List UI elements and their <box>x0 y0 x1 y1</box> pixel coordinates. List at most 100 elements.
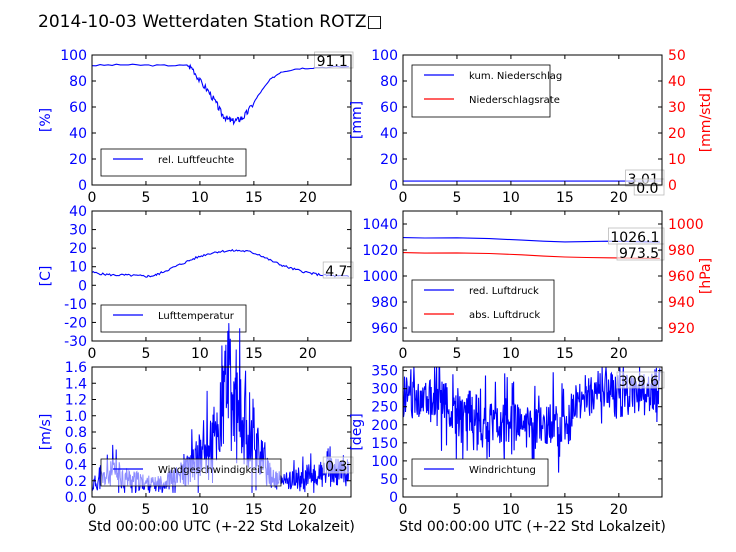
y-tick-right-label: 960 <box>668 269 695 285</box>
y-axis-label: [C] <box>38 266 54 287</box>
plot-frame <box>91 210 352 342</box>
y-tick-label: -20 <box>64 315 87 331</box>
y-axis-label: [%] <box>38 108 54 132</box>
x-tick-label: 20 <box>299 346 317 362</box>
y-tick-label: 40 <box>380 126 398 142</box>
plot-frame <box>91 54 352 186</box>
y-tick-label: 100 <box>60 48 87 64</box>
y-tick-label: 980 <box>371 295 398 311</box>
legend-box <box>411 458 549 487</box>
x-tick-label: 0 <box>88 502 97 518</box>
legend-label: Windrichtung <box>469 465 536 476</box>
chart-precip: kum. NiederschlagNiederschlagsrate3.010.… <box>349 48 714 206</box>
y-tick-label: 0.4 <box>65 458 87 474</box>
y-tick-right-label: 30 <box>668 100 686 116</box>
y-tick-label: 1000 <box>362 269 398 285</box>
y-tick-label: 100 <box>371 454 398 470</box>
x-tick-label: 5 <box>452 346 461 362</box>
value-label-box <box>322 261 354 279</box>
y-tick-label: 40 <box>69 204 87 220</box>
x-tick-label: 10 <box>191 346 209 362</box>
y-tick-label: 1040 <box>362 217 398 233</box>
x-tick-label: 10 <box>502 346 520 362</box>
x-tick-label: 5 <box>141 346 150 362</box>
y-tick-label: 0.0 <box>65 490 87 506</box>
x-tick-label: 10 <box>502 190 520 206</box>
value-label-box <box>314 51 354 69</box>
y-tick-label: 0 <box>389 178 398 194</box>
legend-label: abs. Luftdruck <box>469 310 540 321</box>
y-tick-label: 100 <box>371 48 398 64</box>
y-tick-label: 10 <box>69 260 87 276</box>
y-tick-label: 150 <box>371 436 398 452</box>
page-title: 2014-10-03 Wetterdaten Station ROTZ□ <box>38 12 383 32</box>
y-tick-label: 1.2 <box>65 393 87 409</box>
x-tick-label: 15 <box>245 502 263 518</box>
last-value-label: 4.7 <box>325 264 347 280</box>
y-tick-label: 0.8 <box>65 425 87 441</box>
y-tick-label: 250 <box>371 400 398 416</box>
legend-box <box>411 64 551 118</box>
x-tick-label: 15 <box>245 346 263 362</box>
last-value-label: 973.5 <box>619 246 659 262</box>
y-axis-label: [mm] <box>349 101 365 139</box>
legend-label: Lufttemperatur <box>158 311 235 322</box>
x-tick-label: 10 <box>502 502 520 518</box>
legend: Windgeschwindigkeit <box>100 458 282 487</box>
y-axis-label: [deg] <box>349 413 365 450</box>
x-axis-label: Std 00:00:00 UTC (+-22 Std Lokalzeit) <box>399 519 666 535</box>
y-axis-right-label: [hPa] <box>698 258 714 294</box>
series-line-lufttemperatur <box>91 248 350 278</box>
x-tick-label: 0 <box>399 346 408 362</box>
x-tick-label: 20 <box>299 190 317 206</box>
y-tick-label: 0.2 <box>65 474 87 490</box>
legend-label: red. Luftdruck <box>469 286 539 297</box>
x-tick-label: 5 <box>452 190 461 206</box>
x-tick-label: 15 <box>556 346 574 362</box>
y-tick-label: 30 <box>69 223 87 239</box>
last-value-label: 0.0 <box>636 181 658 197</box>
y-tick-label: 300 <box>371 382 398 398</box>
series-line-rel-luftfeuchte <box>91 63 349 126</box>
value-label-box <box>616 371 665 389</box>
legend-box <box>100 148 247 177</box>
legend-box <box>100 304 247 333</box>
legend-label: Niederschlagsrate <box>469 95 560 106</box>
y-tick-right-label: 1000 <box>668 217 704 233</box>
plot-frame <box>402 54 663 186</box>
x-tick-label: 5 <box>141 190 150 206</box>
x-tick-label: 0 <box>399 502 408 518</box>
y-tick-label: 0 <box>78 278 87 294</box>
x-tick-label: 5 <box>141 502 150 518</box>
y-tick-label: 350 <box>371 364 398 380</box>
y-tick-right-label: 20 <box>668 126 686 142</box>
x-tick-label: 10 <box>191 502 209 518</box>
x-tick-label: 0 <box>88 346 97 362</box>
y-tick-label: 60 <box>380 100 398 116</box>
y-tick-label: 20 <box>69 241 87 257</box>
y-tick-label: 200 <box>371 418 398 434</box>
x-tick-label: 20 <box>610 502 628 518</box>
x-axis-label: Std 00:00:00 UTC (+-22 Std Lokalzeit) <box>88 519 355 535</box>
x-tick-label: 20 <box>610 190 628 206</box>
last-value-label: 309.6 <box>619 374 659 390</box>
legend: red. Luftdruck abs. Luftdruck <box>411 279 555 333</box>
y-tick-label: 80 <box>380 74 398 90</box>
legend: Lufttemperatur <box>100 304 247 333</box>
y-tick-label: -30 <box>64 334 87 350</box>
legend-label: Windgeschwindigkeit <box>158 465 264 476</box>
last-value-label: 91.1 <box>317 54 348 70</box>
x-tick-label: 15 <box>245 190 263 206</box>
x-tick-label: 0 <box>88 190 97 206</box>
y-tick-label: 50 <box>380 472 398 488</box>
y-tick-label: 0 <box>389 490 398 506</box>
y-tick-label: 960 <box>371 321 398 337</box>
y-tick-label: 1020 <box>362 243 398 259</box>
series-line-abs-luftdruck <box>402 252 660 259</box>
y-tick-label: 80 <box>69 74 87 90</box>
chart-temperature: Lufttemperatur 4.7 0 5 10 15 20 -30 -20 -10 0 10 20 3… <box>38 204 354 362</box>
legend-label: rel. Luftfeuchte <box>158 155 234 166</box>
y-tick-label: 1.6 <box>65 360 87 376</box>
